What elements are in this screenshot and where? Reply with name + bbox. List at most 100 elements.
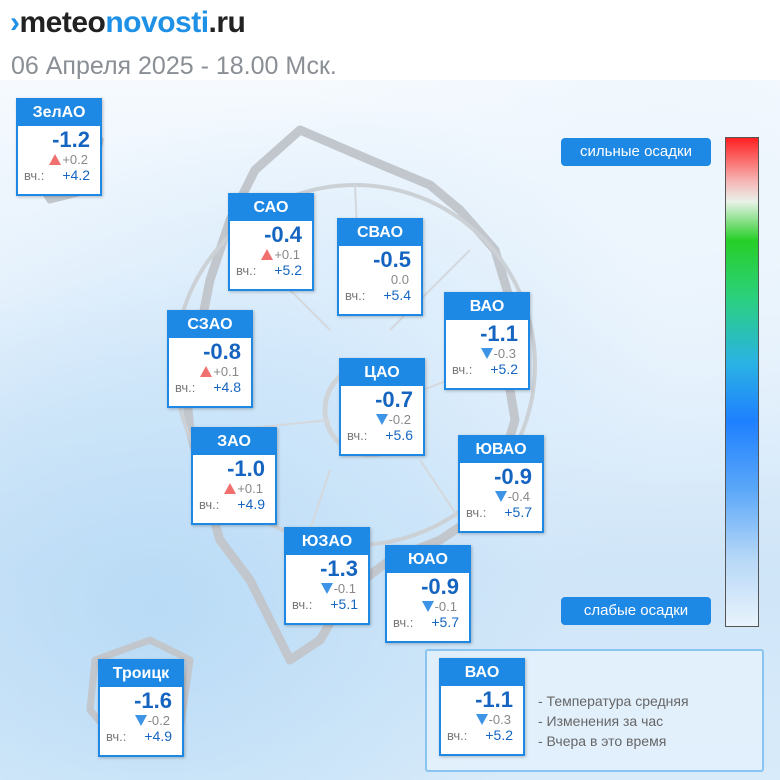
trend-down-icon (421, 601, 434, 612)
legend-line-temp: - Температура средняя (538, 693, 689, 709)
hourly-change: -0.1 (387, 599, 469, 614)
temperature-value: -0.5 (373, 247, 411, 272)
hourly-change-value: +0.1 (274, 247, 300, 262)
yesterday-row: вч.: +5.7 (460, 504, 542, 521)
district-card[interactable]: СВАО -0.5 0.0 вч.: +5.4 (337, 218, 423, 316)
hourly-change: -0.3 (446, 346, 528, 361)
district-card[interactable]: СЗАО -0.8 +0.1 вч.: +4.8 (167, 310, 253, 408)
forecast-date: 06 Апреля 2025 - 18.00 Мск. (11, 52, 337, 80)
district-name: Троицк (100, 661, 182, 687)
yesterday-value: +5.7 (504, 504, 532, 520)
temperature-value: -1.2 (52, 127, 90, 152)
hourly-change: +0.1 (230, 247, 312, 262)
hourly-change: +0.1 (169, 364, 251, 379)
trend-down-icon (320, 583, 333, 594)
temperature-value: -1.1 (480, 321, 518, 346)
yesterday-value: +5.4 (383, 287, 411, 303)
yesterday-label: вч.: (106, 729, 127, 744)
yesterday-label: вч.: (393, 615, 414, 630)
yesterday-value: +4.9 (237, 496, 265, 512)
hourly-change-value: -0.1 (333, 581, 356, 596)
district-card[interactable]: ЦАО -0.7 -0.2 вч.: +5.6 (339, 358, 425, 456)
hourly-change-value: -0.2 (147, 713, 170, 728)
district-card[interactable]: ЮАО -0.9 -0.1 вч.: +5.7 (385, 545, 471, 643)
hourly-change-value: -0.3 (488, 712, 511, 727)
district-card[interactable]: Троицк -1.6 -0.2 вч.: +4.9 (98, 659, 184, 757)
district-name: ЮВАО (460, 437, 542, 463)
district-name: ЦАО (341, 360, 423, 386)
hourly-change: +0.1 (193, 481, 275, 496)
trend-down-icon (375, 414, 388, 425)
district-name: ВАО (446, 294, 528, 320)
district-card[interactable]: САО -0.4 +0.1 вч.: +5.2 (228, 193, 314, 291)
hourly-change: -0.1 (286, 581, 368, 596)
hourly-change: +0.2 (18, 152, 100, 167)
district-card[interactable]: ЮЗАО -1.3 -0.1 вч.: +5.1 (284, 527, 370, 625)
district-name: ВАО (441, 660, 523, 686)
hourly-change: -0.2 (100, 713, 182, 728)
yesterday-row: вч.: +5.7 (387, 614, 469, 631)
district-card[interactable]: ВАО -1.1 -0.3 вч.: +5.2 (444, 292, 530, 390)
temperature-value: -0.7 (375, 387, 413, 412)
logo-text-prefix: meteo (19, 6, 106, 39)
hourly-change: -0.2 (341, 412, 423, 427)
strong-precip-label: сильные осадки (561, 138, 711, 166)
yesterday-label: вч.: (292, 597, 313, 612)
district-name: ЮЗАО (286, 529, 368, 555)
district-name: ЗАО (193, 429, 275, 455)
logo-mark-icon: › (10, 6, 20, 39)
temperature-value: -0.8 (203, 339, 241, 364)
yesterday-row: вч.: +5.4 (339, 287, 421, 304)
hourly-change-value: +0.1 (213, 364, 239, 379)
hourly-change: -0.3 (441, 712, 523, 727)
trend-up-icon (224, 483, 237, 494)
district-card[interactable]: ЗАО -1.0 +0.1 вч.: +4.9 (191, 427, 277, 525)
yesterday-row: вч.: +4.9 (193, 496, 275, 513)
yesterday-row: вч.: +5.6 (341, 427, 423, 444)
district-name: САО (230, 195, 312, 221)
temperature-value: -0.9 (421, 574, 459, 599)
temperature-value: -1.3 (320, 556, 358, 581)
hourly-change-value: -0.1 (434, 599, 457, 614)
yesterday-value: +5.2 (274, 262, 302, 278)
district-card[interactable]: ЮВАО -0.9 -0.4 вч.: +5.7 (458, 435, 544, 533)
yesterday-label: вч.: (199, 497, 220, 512)
district-name: ЗелАО (18, 100, 100, 126)
legend-lines: - Температура средняя - Изменения за час… (538, 691, 689, 751)
yesterday-label: вч.: (466, 505, 487, 520)
yesterday-value: +5.7 (431, 614, 459, 630)
hourly-change-value: +0.2 (62, 152, 88, 167)
precipitation-scale-bar (725, 137, 759, 627)
legend-sample-card: ВАО -1.1 -0.3 вч.: +5.2 (439, 658, 525, 756)
legend-line-yesterday: - Вчера в это время (538, 733, 667, 749)
temperature-value: -0.9 (494, 464, 532, 489)
temperature-value: -0.4 (264, 222, 302, 247)
trend-down-icon (475, 714, 488, 725)
district-card[interactable]: ЗелАО -1.2 +0.2 вч.: +4.2 (16, 98, 102, 196)
yesterday-value: +4.2 (62, 167, 90, 183)
legend-panel: ВАО -1.1 -0.3 вч.: +5.2 - Температура средня… (425, 649, 764, 772)
hourly-change-value: -0.4 (507, 489, 530, 504)
yesterday-row: вч.: +5.2 (441, 727, 523, 744)
hourly-change: -0.4 (460, 489, 542, 504)
hourly-change-value: -0.3 (493, 346, 516, 361)
yesterday-label: вч.: (175, 380, 196, 395)
trend-down-icon (134, 715, 147, 726)
yesterday-row: вч.: +4.8 (169, 379, 251, 396)
yesterday-value: +5.2 (490, 361, 518, 377)
trend-up-icon (261, 249, 274, 260)
yesterday-label: вч.: (347, 428, 368, 443)
yesterday-row: вч.: +5.2 (230, 262, 312, 279)
logo-text-suffix: .ru (208, 6, 246, 39)
site-logo[interactable]: ›meteonovosti.ru (10, 6, 246, 40)
trend-up-icon (200, 366, 213, 377)
temperature-value: -1.0 (227, 456, 265, 481)
hourly-change: 0.0 (339, 272, 421, 287)
yesterday-label: вч.: (447, 728, 468, 743)
yesterday-label: вч.: (345, 288, 366, 303)
yesterday-value: +4.8 (213, 379, 241, 395)
hourly-change-value: +0.1 (237, 481, 263, 496)
hourly-change-value: -0.2 (388, 412, 411, 427)
yesterday-value: +4.9 (144, 728, 172, 744)
district-name: ЮАО (387, 547, 469, 573)
